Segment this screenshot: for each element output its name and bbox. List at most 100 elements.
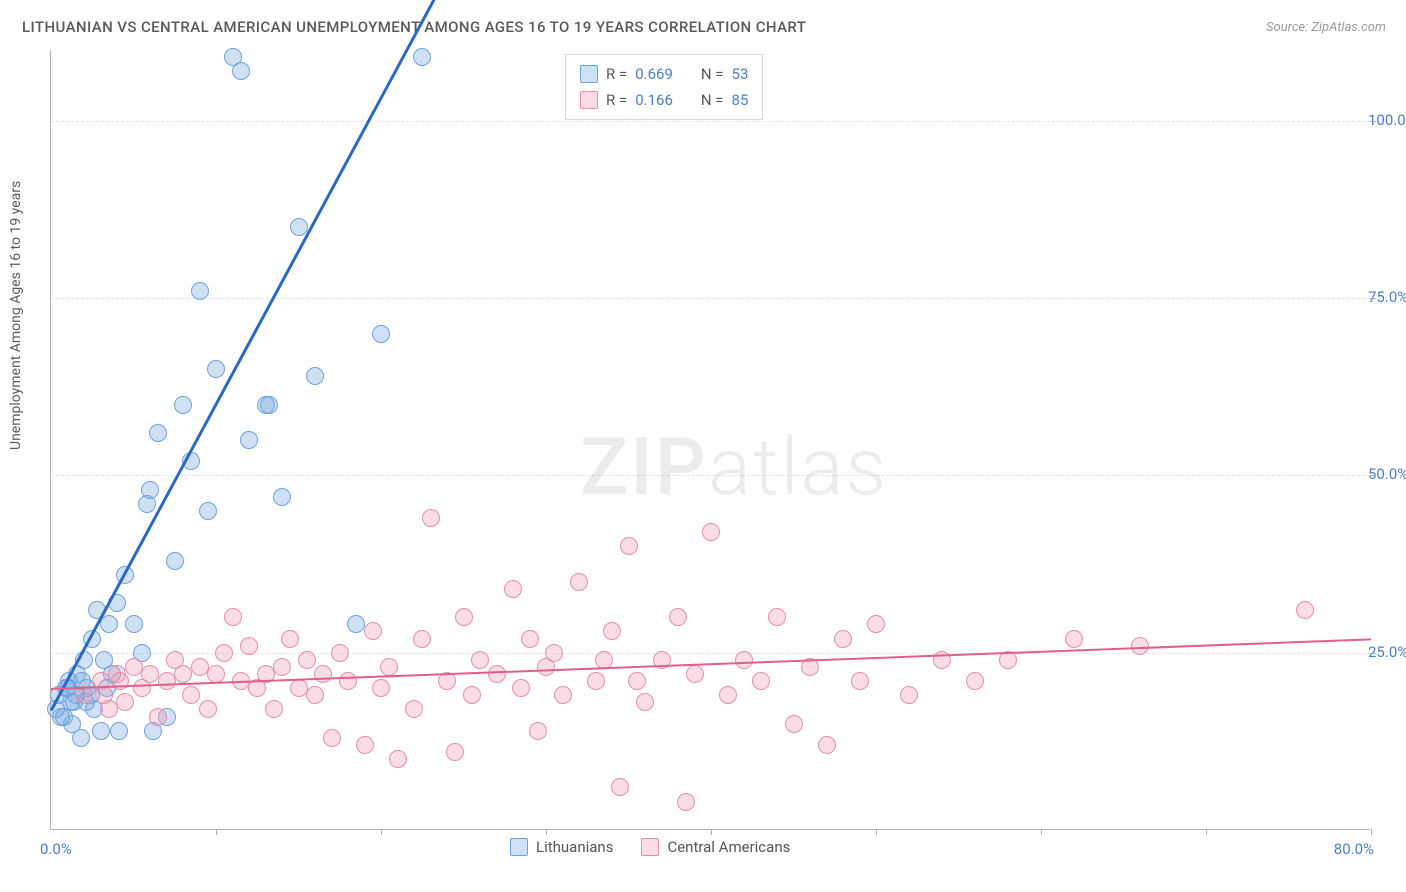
data-point	[52, 708, 70, 726]
data-point	[314, 665, 332, 683]
x-axis-min-label: 0.0%	[40, 840, 72, 858]
stat-label: R =	[606, 87, 627, 113]
tick-mark	[711, 829, 712, 835]
data-point	[818, 736, 836, 754]
data-point	[158, 672, 176, 690]
data-point	[702, 523, 720, 541]
series-swatch-icon	[510, 838, 528, 856]
stat-value: 0.669	[635, 61, 673, 87]
y-tick-label: 50.0%	[1368, 465, 1406, 483]
data-point	[290, 679, 308, 697]
data-point	[867, 615, 885, 633]
data-point	[207, 360, 225, 378]
x-axis-max-label: 80.0%	[1334, 840, 1374, 858]
tick-mark	[1370, 653, 1376, 654]
data-point	[628, 672, 646, 690]
chart-source: Source: ZipAtlas.com	[1266, 20, 1386, 35]
data-point	[356, 736, 374, 754]
data-point	[488, 665, 506, 683]
data-point	[182, 686, 200, 704]
series-swatch-icon	[580, 91, 598, 109]
data-point	[463, 686, 481, 704]
data-point	[207, 665, 225, 683]
stat-label: N =	[701, 87, 724, 113]
series-swatch-icon	[580, 65, 598, 83]
legend-item: Central Americans	[641, 838, 790, 856]
data-point	[125, 615, 143, 633]
data-point	[686, 665, 704, 683]
data-point	[834, 630, 852, 648]
data-point	[331, 644, 349, 662]
data-point	[125, 658, 143, 676]
y-tick-label: 100.0%	[1368, 111, 1406, 129]
data-point	[1296, 601, 1314, 619]
data-point	[529, 722, 547, 740]
data-point	[199, 700, 217, 718]
data-point	[512, 679, 530, 697]
data-point	[422, 509, 440, 527]
data-point	[380, 658, 398, 676]
data-point	[224, 608, 242, 626]
tick-mark	[1206, 829, 1207, 835]
legend-label: Lithuanians	[536, 838, 613, 856]
data-point	[95, 686, 113, 704]
data-point	[281, 630, 299, 648]
data-point	[339, 672, 357, 690]
data-point	[554, 686, 572, 704]
tick-mark	[1041, 829, 1042, 835]
data-point	[306, 686, 324, 704]
data-point	[273, 488, 291, 506]
data-point	[232, 62, 250, 80]
data-point	[587, 672, 605, 690]
data-point	[110, 722, 128, 740]
tick-mark	[1371, 829, 1372, 835]
tick-mark	[1370, 121, 1376, 122]
data-point	[455, 608, 473, 626]
data-point	[100, 615, 118, 633]
data-point	[735, 651, 753, 669]
data-point	[273, 658, 291, 676]
data-point	[240, 431, 258, 449]
data-point	[149, 424, 167, 442]
data-point	[92, 722, 110, 740]
data-point	[149, 708, 167, 726]
data-point	[620, 537, 638, 555]
data-point	[364, 622, 382, 640]
stat-label: R =	[606, 61, 627, 87]
tick-mark	[381, 829, 382, 835]
data-point	[174, 396, 192, 414]
stats-box: R = 0.669 N = 53 R = 0.166 N = 85	[565, 54, 763, 120]
data-point	[389, 750, 407, 768]
data-point	[347, 615, 365, 633]
data-point	[116, 693, 134, 711]
data-point	[306, 367, 324, 385]
data-point	[298, 651, 316, 669]
tick-mark	[546, 829, 547, 835]
data-point	[521, 630, 539, 648]
data-point	[966, 672, 984, 690]
data-point	[1065, 630, 1083, 648]
data-point	[323, 729, 341, 747]
data-point	[752, 672, 770, 690]
data-point	[719, 686, 737, 704]
data-point	[768, 608, 786, 626]
data-point	[265, 700, 283, 718]
data-point	[141, 665, 159, 683]
stats-row: R = 0.166 N = 85	[580, 87, 748, 113]
y-tick-label: 75.0%	[1368, 288, 1406, 306]
data-point	[545, 644, 563, 662]
data-point	[413, 630, 431, 648]
data-point	[785, 715, 803, 733]
data-point	[215, 644, 233, 662]
data-point	[240, 637, 258, 655]
data-point	[290, 218, 308, 236]
data-point	[900, 686, 918, 704]
tick-mark	[1370, 475, 1376, 476]
data-point	[504, 580, 522, 598]
legend-item: Lithuanians	[510, 838, 613, 856]
data-point	[405, 700, 423, 718]
gridline	[51, 298, 1370, 299]
gridline	[51, 475, 1370, 476]
series-swatch-icon	[641, 838, 659, 856]
data-point	[191, 658, 209, 676]
